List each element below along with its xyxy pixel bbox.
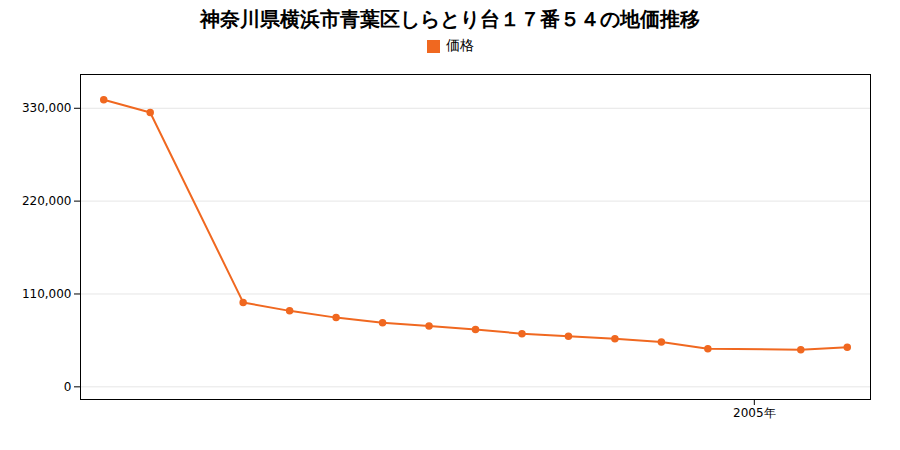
svg-text:330,000: 330,000 bbox=[22, 101, 72, 115]
svg-text:2005年: 2005年 bbox=[733, 406, 776, 420]
svg-text:220,000: 220,000 bbox=[22, 194, 72, 208]
html-text:神奈川県横浜市青葉区しらとり台１７番５４の地価推移: 神奈川県横浜市青葉区しらとり台１７番５４の地価推移 bbox=[200, 7, 700, 31]
svg-text:110,000: 110,000 bbox=[22, 287, 72, 301]
html-text:価格: 価格 bbox=[445, 37, 474, 53]
svg-text:0: 0 bbox=[64, 380, 72, 394]
